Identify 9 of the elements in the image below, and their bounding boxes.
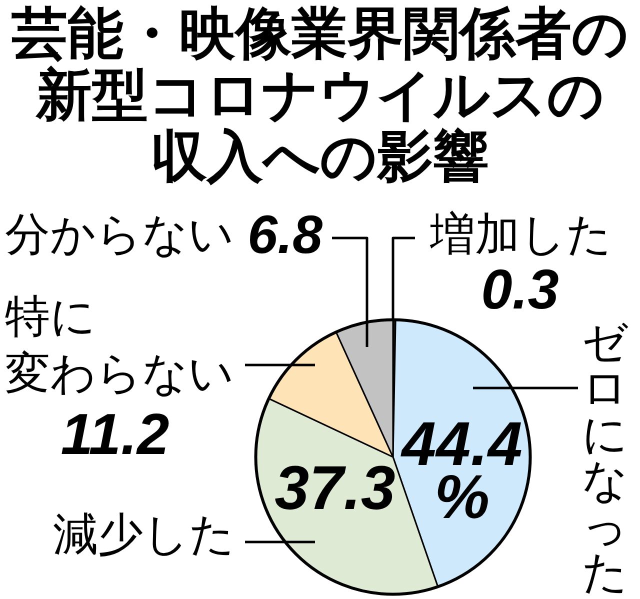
data-label: 44.4 %: [400, 410, 522, 532]
slice-label: 分からない: [5, 208, 234, 261]
data-label: 6.8: [247, 204, 323, 265]
slice-label: ゼロになった: [582, 316, 629, 599]
slice-label: 減少した: [53, 508, 235, 561]
slice-label: 特に変わらない: [5, 290, 234, 400]
data-label: 37.3: [274, 454, 396, 524]
data-label: 11.2: [60, 402, 170, 467]
chart-title: 芸能・映像業界関係者の新型コロナウイルスの収入への影響: [10, 0, 628, 190]
